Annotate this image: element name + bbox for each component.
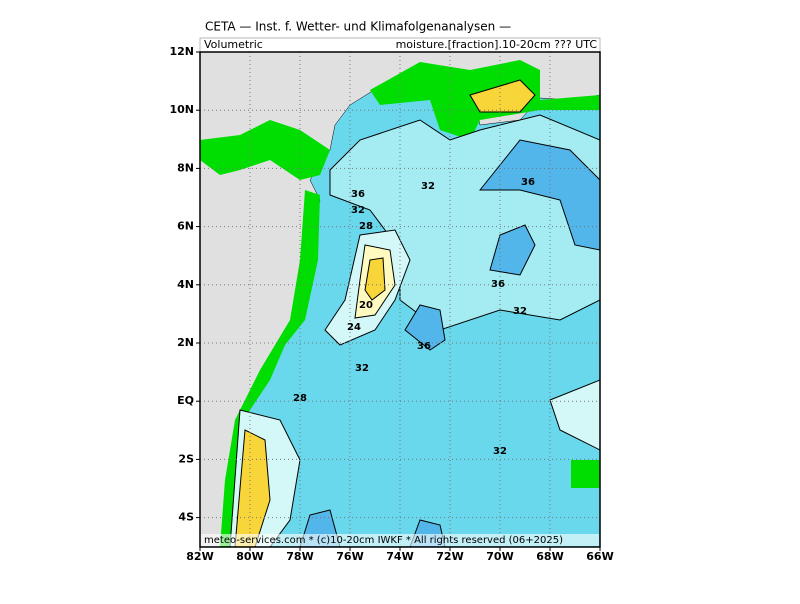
contour-label: 32: [351, 205, 365, 216]
x-tick-label: 78W: [286, 550, 313, 563]
footer-box: [201, 534, 599, 546]
contour-label: 28: [293, 393, 307, 404]
x-tick-label: 70W: [486, 550, 513, 563]
map-field: [200, 52, 600, 547]
subtitle-right: moisture.[fraction].10-20cm ??? UTC: [396, 38, 598, 51]
contour-20: [234, 429, 271, 547]
contour-36: [489, 224, 536, 276]
contour-label: 24: [347, 322, 361, 333]
land-edge: [571, 460, 600, 488]
contour-36: [404, 304, 446, 351]
y-tick-label: 4S: [178, 511, 194, 524]
footer: meteo-services.com * (c)10-20cm IWKF * A…: [204, 535, 563, 546]
grid: [200, 52, 600, 547]
y-tick-label: 8N: [177, 161, 194, 174]
y-tick-label: 4N: [177, 278, 194, 291]
contour-label: 32: [513, 306, 527, 317]
land-edge: [200, 120, 330, 180]
x-tick-label: 68W: [536, 550, 563, 563]
contour-label: 20: [359, 300, 373, 311]
x-tick-label: 72W: [436, 550, 463, 563]
y-tick-label: 10N: [169, 103, 194, 116]
y-tick-label: 6N: [177, 220, 194, 233]
contour-label: 36: [521, 177, 535, 188]
contour-label: 36: [351, 189, 365, 200]
x-tick-label: 76W: [336, 550, 363, 563]
contour-label: 28: [359, 221, 373, 232]
contour-28: [549, 379, 600, 451]
contour-label: 32: [421, 181, 435, 192]
y-tick-label: 2N: [177, 336, 194, 349]
y-tick-label: EQ: [177, 394, 194, 407]
contour-36: [478, 139, 600, 251]
contour-label: 32: [493, 446, 507, 457]
land-edge: [220, 190, 320, 547]
y-tick-label: 2S: [178, 452, 194, 465]
y-tick-label: 12N: [169, 45, 194, 58]
x-tick-label: 66W: [586, 550, 613, 563]
x-tick-label: 74W: [386, 550, 413, 563]
x-tick-label: 82W: [186, 550, 213, 563]
contour-label: 32: [355, 363, 369, 374]
x-tick-label: 80W: [236, 550, 263, 563]
contour-label: 36: [417, 341, 431, 352]
title: CETA — Inst. f. Wetter- und Klimafolgena…: [205, 20, 511, 34]
contour-20: [364, 257, 386, 301]
contour-20: [469, 79, 536, 113]
contour-label: 36: [491, 279, 505, 290]
subtitle-left: Volumetric: [204, 38, 263, 51]
